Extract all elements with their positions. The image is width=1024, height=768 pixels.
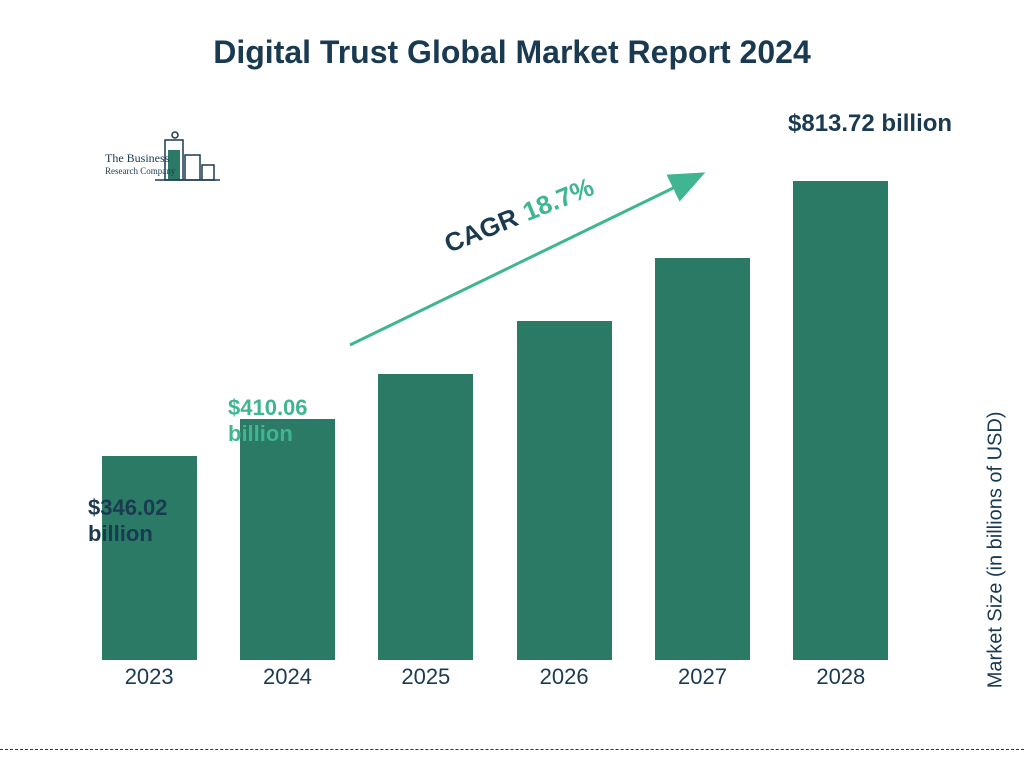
cagr-annotation: CAGR18.7% bbox=[340, 160, 720, 360]
x-label-2023: 2023 bbox=[80, 664, 218, 690]
y-axis-label: Market Size (in billions of USD) bbox=[985, 412, 1008, 689]
bar-2024 bbox=[240, 419, 335, 660]
x-label-2027: 2027 bbox=[633, 664, 771, 690]
x-label-2025: 2025 bbox=[357, 664, 495, 690]
callout-2024-unit: billion bbox=[228, 421, 293, 446]
bar-2026 bbox=[517, 321, 612, 660]
callout-2028: $813.72 billion bbox=[788, 110, 952, 139]
callout-2024-amount: $410.06 bbox=[228, 395, 308, 420]
callout-2024: $410.06 billion bbox=[228, 395, 348, 448]
chart-title: Digital Trust Global Market Report 2024 bbox=[0, 34, 1024, 71]
bar-2025 bbox=[378, 374, 473, 660]
callout-2023-unit: billion bbox=[88, 521, 153, 546]
bar-wrapper bbox=[772, 130, 910, 660]
bar-2028 bbox=[793, 181, 888, 660]
bottom-divider bbox=[0, 749, 1024, 750]
x-axis-labels: 202320242025202620272028 bbox=[80, 664, 910, 690]
callout-2023-amount: $346.02 bbox=[88, 495, 168, 520]
x-label-2028: 2028 bbox=[772, 664, 910, 690]
bar-wrapper bbox=[80, 130, 218, 660]
x-label-2024: 2024 bbox=[218, 664, 356, 690]
x-label-2026: 2026 bbox=[495, 664, 633, 690]
bar-2023 bbox=[102, 456, 197, 660]
growth-arrow-icon bbox=[340, 160, 720, 360]
callout-2023: $346.02 billion bbox=[88, 495, 208, 548]
